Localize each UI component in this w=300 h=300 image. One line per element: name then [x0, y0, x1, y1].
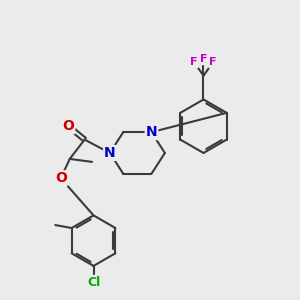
Text: F: F — [200, 54, 207, 64]
Text: N: N — [104, 146, 116, 160]
Text: F: F — [209, 57, 217, 67]
Text: O: O — [62, 119, 74, 133]
Text: O: O — [55, 171, 67, 185]
Text: Cl: Cl — [87, 276, 100, 289]
Text: F: F — [190, 57, 198, 67]
Text: N: N — [146, 125, 157, 139]
